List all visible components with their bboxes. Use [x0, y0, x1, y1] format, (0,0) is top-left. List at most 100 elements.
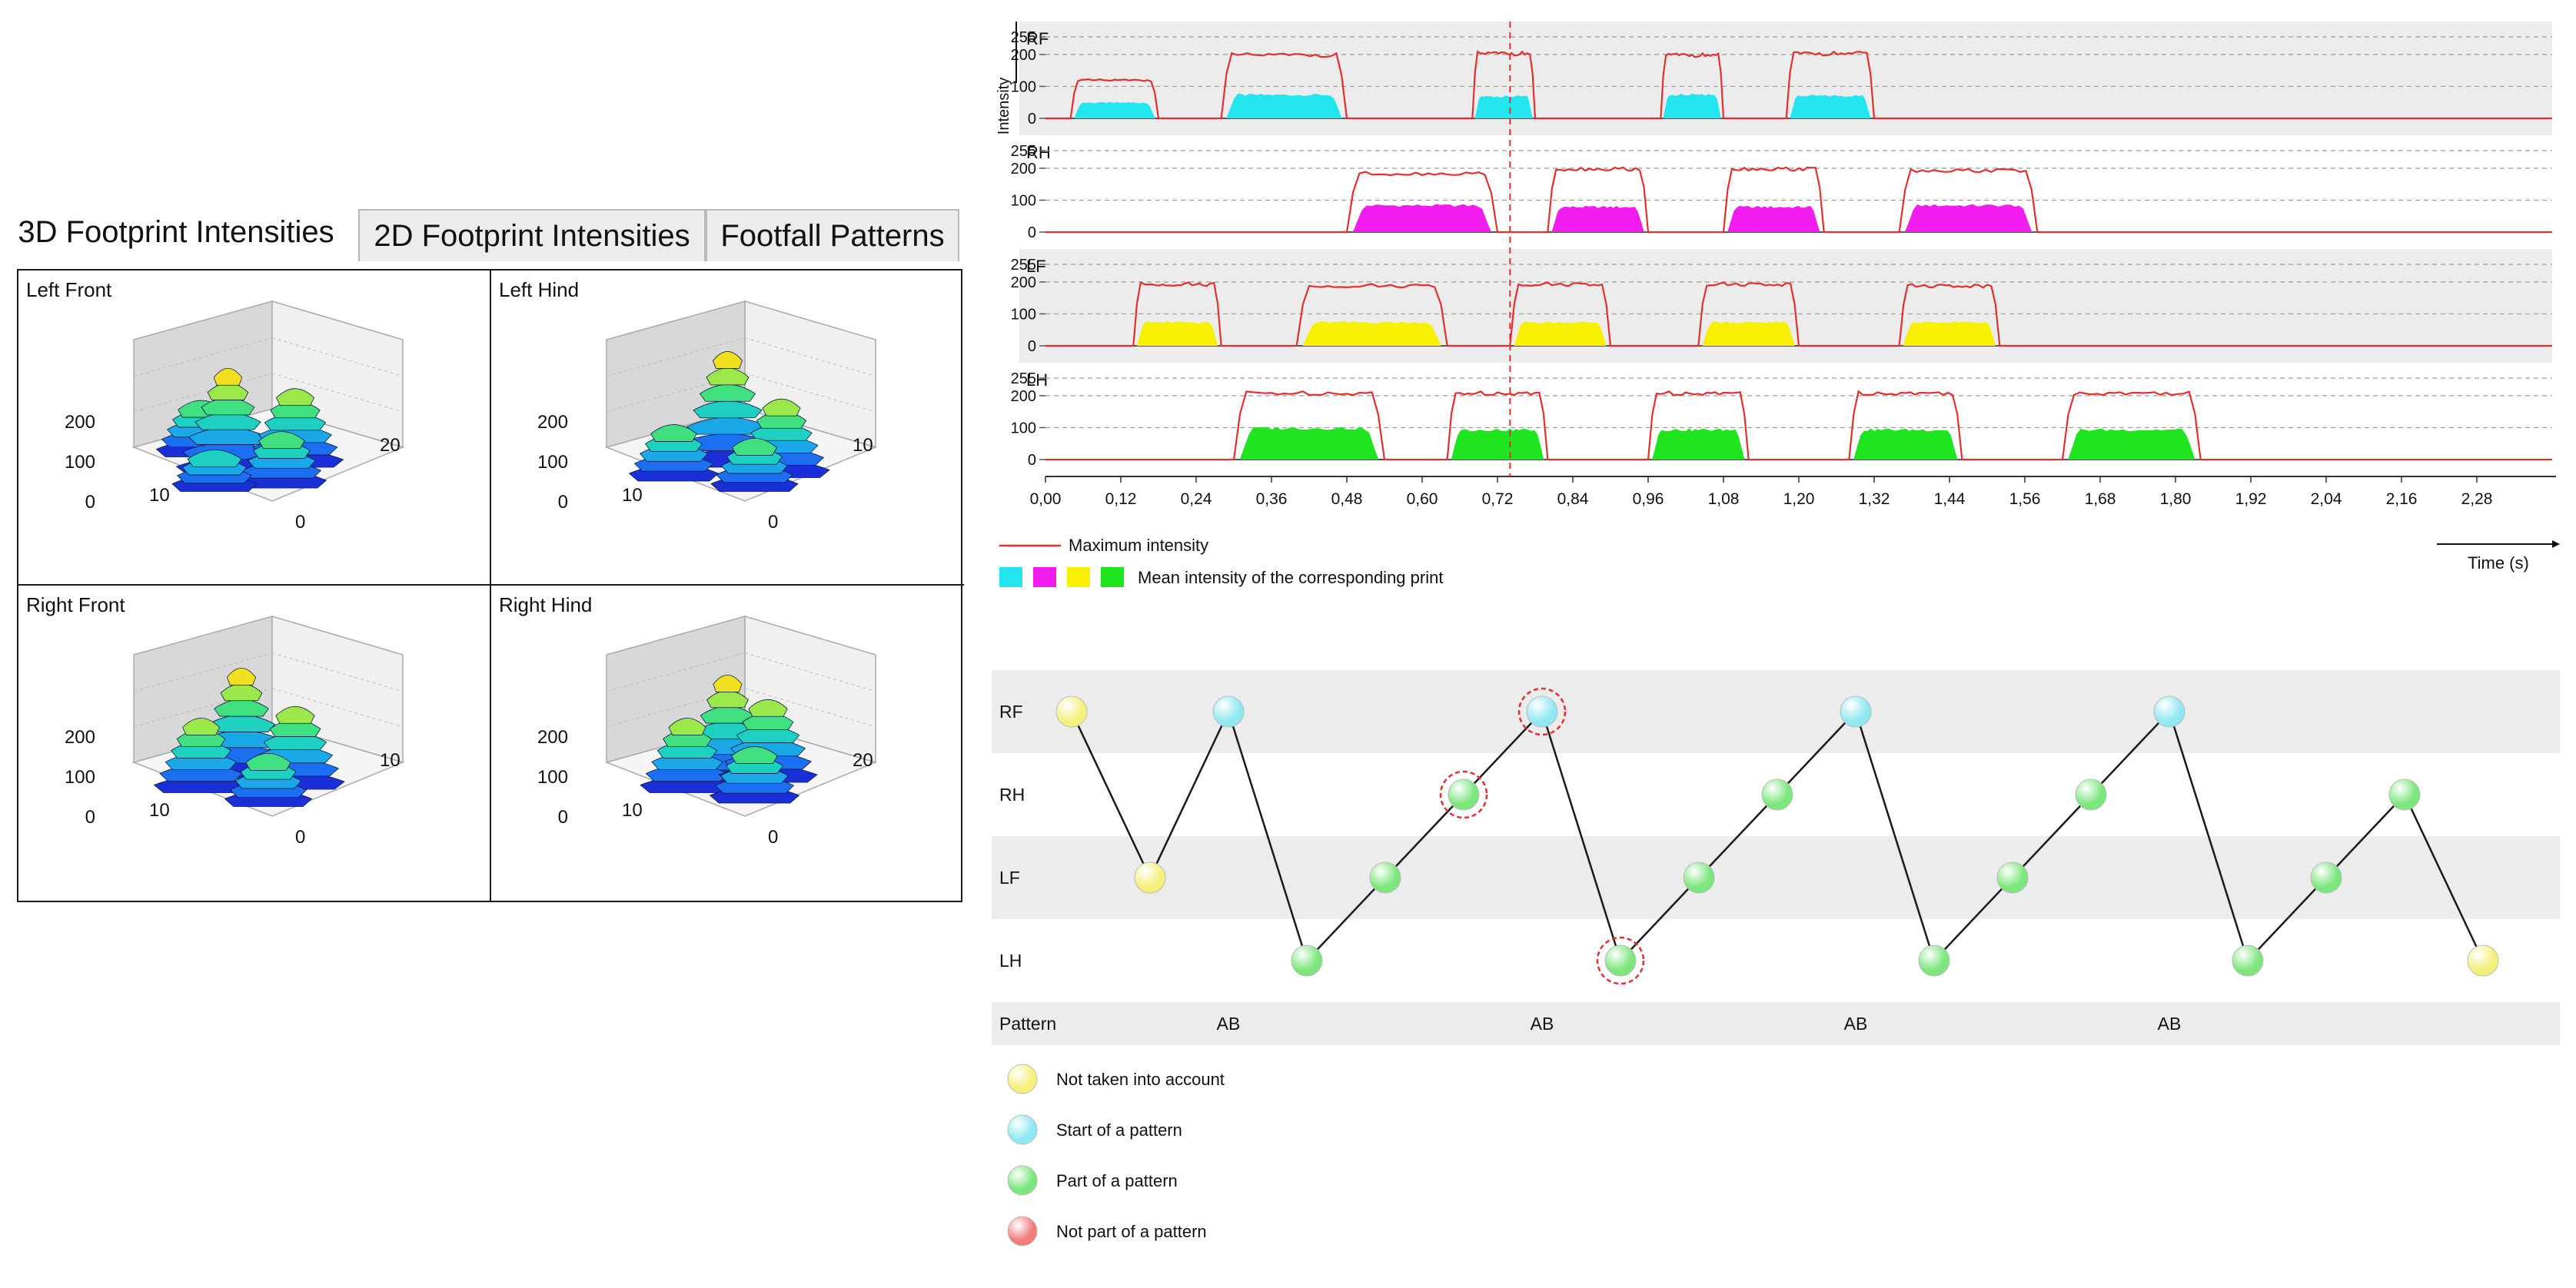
- footfall-point: [1996, 861, 2029, 894]
- footfall-point: [1212, 695, 1245, 728]
- y-tick-label: 255: [1011, 29, 1036, 46]
- tab-2d-footprint-intensities[interactable]: 2D Footprint Intensities: [358, 209, 706, 261]
- row-label: RH: [999, 785, 1025, 805]
- z-tick-label: 100: [537, 767, 568, 788]
- z-tick-label: 100: [65, 767, 95, 788]
- max-intensity-line: [1045, 50, 2552, 120]
- legend-swatch: [999, 567, 1022, 587]
- mean-intensity-fill: [1903, 320, 1996, 346]
- footprint-3d-left-front: Left Front 200 100 0 10 20 0: [18, 271, 491, 586]
- footprint-3d-right-hind: Right Hind 200 100 0 10 20 0: [491, 586, 964, 901]
- footprint-contour: [713, 674, 743, 692]
- depth-tick-label: 0: [768, 512, 778, 533]
- footfall-point: [2467, 944, 2499, 977]
- legend-swatch: [1033, 567, 1056, 587]
- x-tick-label: 1,32: [1859, 490, 1890, 508]
- footprint-contour: [699, 383, 756, 402]
- footprint-contour: [275, 705, 315, 724]
- grid-line-3d: [744, 652, 876, 692]
- mean-intensity-fill: [1352, 204, 1492, 232]
- grid-line-3d: [133, 373, 273, 413]
- pattern-label: AB: [2158, 1014, 2182, 1034]
- width-tick-label: 10: [622, 800, 643, 821]
- footfall-point: [1683, 861, 1715, 894]
- tab-footfall-patterns[interactable]: Footfall Patterns: [706, 209, 959, 261]
- mean-intensity-fill: [1074, 101, 1155, 118]
- y-tick-label: 200: [1011, 388, 1036, 405]
- x-tick-label: 0,72: [1482, 490, 1514, 508]
- width-tick-label: 10: [149, 800, 170, 821]
- pattern-row-label: Pattern: [999, 1014, 1056, 1034]
- legend-max-label: Maximum intensity: [1069, 536, 1208, 555]
- footfall-band: [992, 919, 2560, 1002]
- x-tick-label: 2,28: [2461, 490, 2493, 508]
- y-tick-label: 100: [1011, 78, 1036, 95]
- grid-line-3d: [744, 337, 876, 377]
- x-tick-label: 1,80: [2160, 490, 2192, 508]
- max-intensity-line: [1045, 166, 2552, 234]
- depth-tick-label: 10: [380, 750, 401, 771]
- footfall-point: [1604, 944, 1637, 977]
- x-tick-label: 1,08: [1708, 490, 1740, 508]
- legend-point: [1007, 1165, 1038, 1196]
- footfall-point: [1840, 695, 1872, 728]
- legend-label: Part of a pattern: [1056, 1171, 1178, 1190]
- legend-swatch: [1101, 567, 1124, 587]
- grid-line-3d: [271, 337, 404, 377]
- x-tick-label: 1,56: [2009, 490, 2041, 508]
- pattern-label: AB: [1531, 1014, 1554, 1034]
- highlight-ring: [1439, 770, 1488, 819]
- x-tick-label: 1,20: [1783, 490, 1815, 508]
- mean-intensity-fill: [2068, 428, 2195, 460]
- x-tick-label: 1,92: [2235, 490, 2267, 508]
- footfall-band: [992, 670, 2560, 753]
- y-tick-label: 100: [1011, 192, 1036, 209]
- legend-point: [1007, 1064, 1038, 1094]
- z-tick-label: 200: [537, 412, 568, 433]
- y-tick-label: 100: [1011, 306, 1036, 323]
- footfall-band: [992, 836, 2560, 919]
- grid-line-3d: [606, 652, 746, 692]
- width-tick-label: 10: [622, 485, 643, 506]
- x-tick-label: 0,84: [1557, 490, 1589, 508]
- footfall-point: [1369, 861, 1401, 894]
- series-label: LH: [1026, 370, 1048, 390]
- x-tick-label: 0,36: [1256, 490, 1288, 508]
- mean-intensity-fill: [1853, 428, 1958, 460]
- x-tick-label: 2,16: [2386, 490, 2418, 508]
- pattern-label: AB: [1217, 1014, 1241, 1034]
- y-tick-label: 0: [1028, 224, 1036, 241]
- x-tick-label: 0,24: [1181, 490, 1212, 508]
- y-tick-label: 200: [1011, 161, 1036, 178]
- mean-intensity-fill: [1474, 95, 1533, 118]
- width-tick-label: 10: [149, 485, 170, 506]
- mean-intensity-fill: [1727, 205, 1820, 232]
- footprint-contour: [731, 746, 778, 764]
- row-label: LF: [999, 868, 1020, 888]
- footprint-contour: [706, 367, 750, 386]
- grid-line-3d: [744, 688, 876, 728]
- series-label: RH: [1026, 143, 1051, 162]
- z-tick-label: 0: [558, 807, 568, 828]
- tab-3d-footprint-intensities[interactable]: 3D Footprint Intensities: [11, 201, 341, 263]
- y-tick-label: 0: [1028, 338, 1036, 355]
- pattern-label: AB: [1844, 1014, 1868, 1034]
- footfall-point: [2388, 778, 2421, 811]
- depth-tick-label: 0: [768, 827, 778, 848]
- depth-tick-label: 20: [380, 435, 401, 456]
- y-tick-label: 255: [1011, 257, 1036, 274]
- y-tick-label: 0: [1028, 452, 1036, 469]
- z-tick-label: 0: [85, 807, 95, 828]
- footprint-contour: [213, 367, 243, 386]
- z-tick-label: 200: [537, 727, 568, 748]
- footfall-point: [1291, 944, 1323, 977]
- footfall-point: [2075, 778, 2107, 811]
- grid-line-3d: [606, 337, 746, 377]
- legend-mean-label: Mean intensity of the corresponding prin…: [1138, 568, 1443, 587]
- mean-intensity-fill: [1904, 204, 2033, 232]
- mean-intensity-fill: [1302, 321, 1441, 346]
- footprint-3d-panel: Left Front 200 100 0 10 20 0 Left Hind 200 100…: [17, 269, 964, 902]
